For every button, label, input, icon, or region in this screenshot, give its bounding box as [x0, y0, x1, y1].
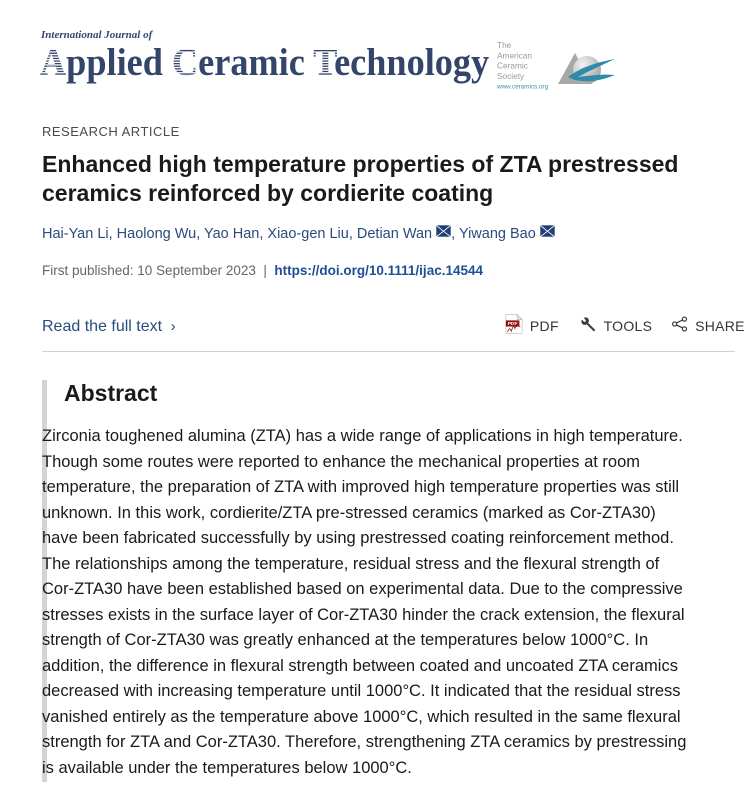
svg-text:American: American — [497, 50, 532, 60]
svg-text:T: T — [313, 41, 337, 84]
svg-text:Applied Ceramic Technology: Applied Ceramic Technology — [40, 41, 489, 84]
svg-text:www.ceramics.org: www.ceramics.org — [497, 84, 549, 91]
svg-text:A: A — [40, 41, 66, 84]
svg-text:C: C — [172, 41, 198, 84]
svg-text:Society: Society — [497, 71, 525, 81]
svg-text:International Journal of: International Journal of — [40, 29, 154, 41]
svg-text:Ceramic: Ceramic — [497, 61, 528, 71]
svg-text:PDF: PDF — [508, 321, 518, 327]
svg-text:The: The — [497, 40, 512, 50]
